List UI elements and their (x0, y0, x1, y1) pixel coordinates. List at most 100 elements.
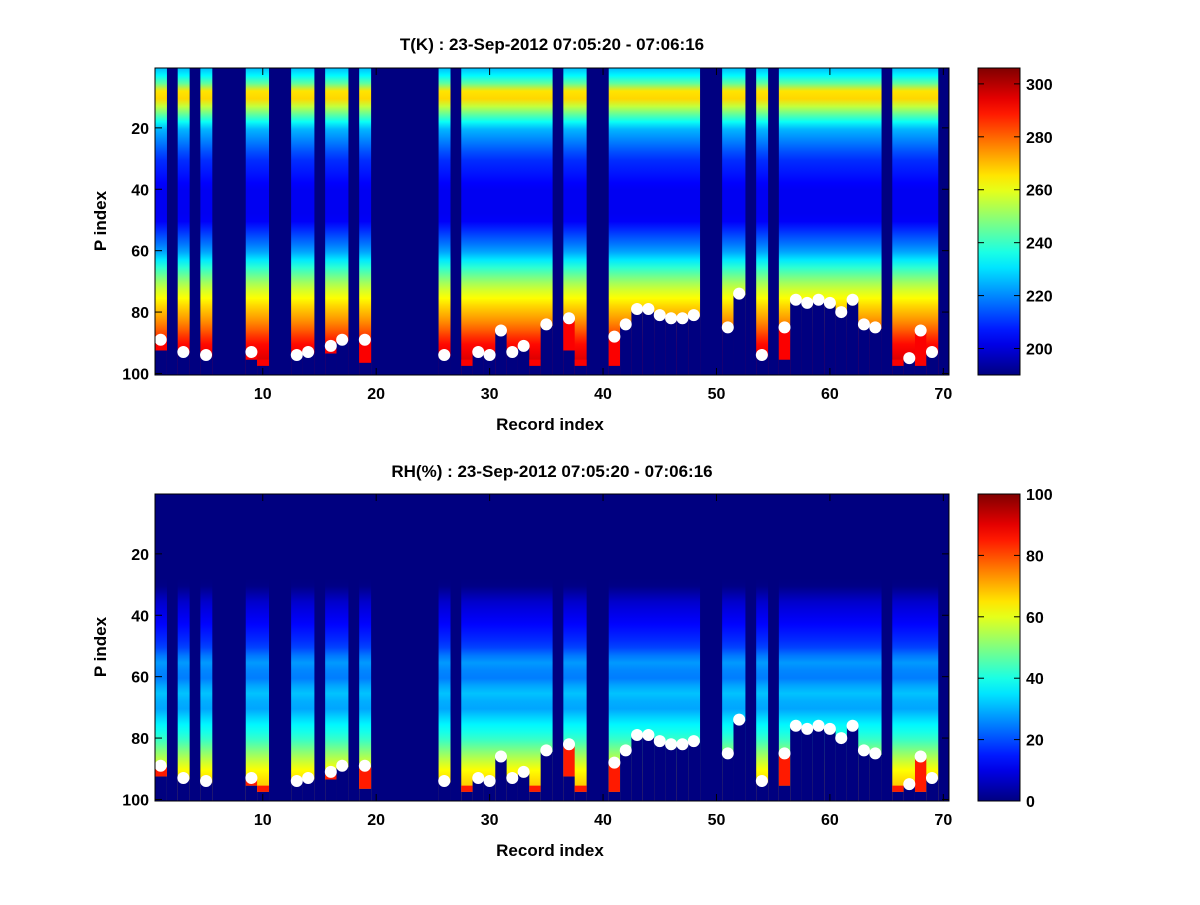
humidity-plot-area (154, 494, 949, 801)
data-column (438, 68, 451, 375)
data-column-mask (608, 365, 621, 375)
data-column (529, 68, 542, 375)
x-tick-label: 30 (481, 386, 499, 403)
data-column (654, 68, 667, 375)
y-tick-label: 60 (131, 670, 149, 687)
near-surface-cell (155, 341, 167, 351)
data-column-mask (812, 727, 825, 801)
y-tick-label: 80 (131, 731, 149, 748)
data-column (733, 494, 746, 801)
data-column-mask (778, 359, 791, 375)
data-column (812, 68, 825, 375)
surface-point (517, 765, 530, 778)
data-column-mask (563, 350, 576, 375)
surface-point (869, 747, 882, 760)
data-column (733, 68, 746, 375)
data-column (336, 68, 349, 375)
data-column-mask (291, 356, 304, 375)
data-column (926, 68, 939, 375)
data-column (665, 494, 678, 801)
temperature-title: T(K) : 23-Sep-2012 07:05:20 - 07:06:16 (400, 35, 704, 54)
x-tick-label: 50 (708, 812, 726, 829)
data-column (608, 494, 621, 801)
data-column (858, 494, 871, 801)
y-tick-label: 40 (131, 182, 149, 199)
surface-point (483, 349, 496, 362)
surface-point (835, 306, 848, 319)
humidity-axes-box (154, 493, 950, 802)
data-column-mask (914, 365, 927, 375)
data-column-mask (812, 301, 825, 375)
data-column (177, 68, 190, 375)
near-surface-cell (359, 767, 372, 789)
data-column (177, 494, 190, 801)
data-column (302, 494, 315, 801)
data-column-mask (155, 776, 167, 801)
surface-point (789, 293, 802, 306)
data-column-mask (574, 791, 587, 801)
data-column (903, 68, 916, 375)
colorbar-tick-label: 100 (1026, 487, 1053, 504)
data-column (620, 494, 632, 801)
data-column-mask (665, 745, 678, 801)
x-tick-label: 60 (821, 386, 839, 403)
data-column (835, 68, 848, 375)
near-surface-cell (461, 359, 474, 366)
data-column-mask (529, 365, 542, 375)
surface-point (653, 309, 666, 322)
data-column (291, 68, 304, 375)
data-column-mask (245, 785, 258, 801)
data-column-mask (654, 742, 667, 801)
surface-point (619, 318, 632, 331)
surface-point (506, 771, 519, 784)
data-column (257, 494, 270, 801)
humidity-ticks: 10 20 30 40 50 60 70 20 40 60 80 100 (122, 494, 952, 829)
data-column (506, 68, 519, 375)
data-column-mask (869, 328, 882, 375)
surface-point (506, 345, 519, 358)
surface-point (631, 728, 644, 741)
surface-point (733, 713, 746, 726)
surface-point (903, 352, 916, 365)
data-column (461, 494, 474, 801)
surface-point (336, 759, 349, 772)
data-column (835, 494, 848, 801)
colorbar-tick-label: 0 (1026, 794, 1035, 811)
surface-point (358, 333, 371, 346)
data-column-mask (517, 347, 530, 375)
colorbar-tick-label: 240 (1026, 236, 1053, 253)
data-column (869, 494, 882, 801)
data-column (245, 494, 258, 801)
data-column (846, 68, 859, 375)
data-column-mask (495, 758, 508, 801)
surface-point (642, 728, 655, 741)
x-tick-label: 50 (708, 386, 726, 403)
data-column (926, 494, 939, 801)
near-surface-cell (608, 338, 621, 366)
data-column-mask (824, 730, 837, 801)
data-column (291, 494, 304, 801)
data-column-mask (540, 751, 553, 801)
surface-point (755, 349, 768, 362)
data-column-mask (631, 736, 644, 801)
data-column (257, 68, 270, 375)
data-column (155, 494, 167, 801)
data-column (812, 494, 825, 801)
data-column (529, 494, 542, 801)
data-column-mask (914, 791, 927, 801)
near-surface-cell (529, 785, 542, 792)
data-column (438, 494, 451, 801)
data-column-mask (155, 350, 167, 375)
data-column (892, 68, 905, 375)
data-column (302, 68, 315, 375)
data-column-mask (461, 791, 474, 801)
data-column (506, 494, 519, 801)
data-column (563, 68, 576, 375)
x-tick-label: 40 (594, 812, 612, 829)
near-surface-cell (257, 359, 270, 366)
surface-point (653, 735, 666, 748)
colorbar-tick-label: 20 (1026, 733, 1044, 750)
surface-point (812, 719, 825, 732)
data-column (914, 68, 927, 375)
data-column (824, 494, 837, 801)
